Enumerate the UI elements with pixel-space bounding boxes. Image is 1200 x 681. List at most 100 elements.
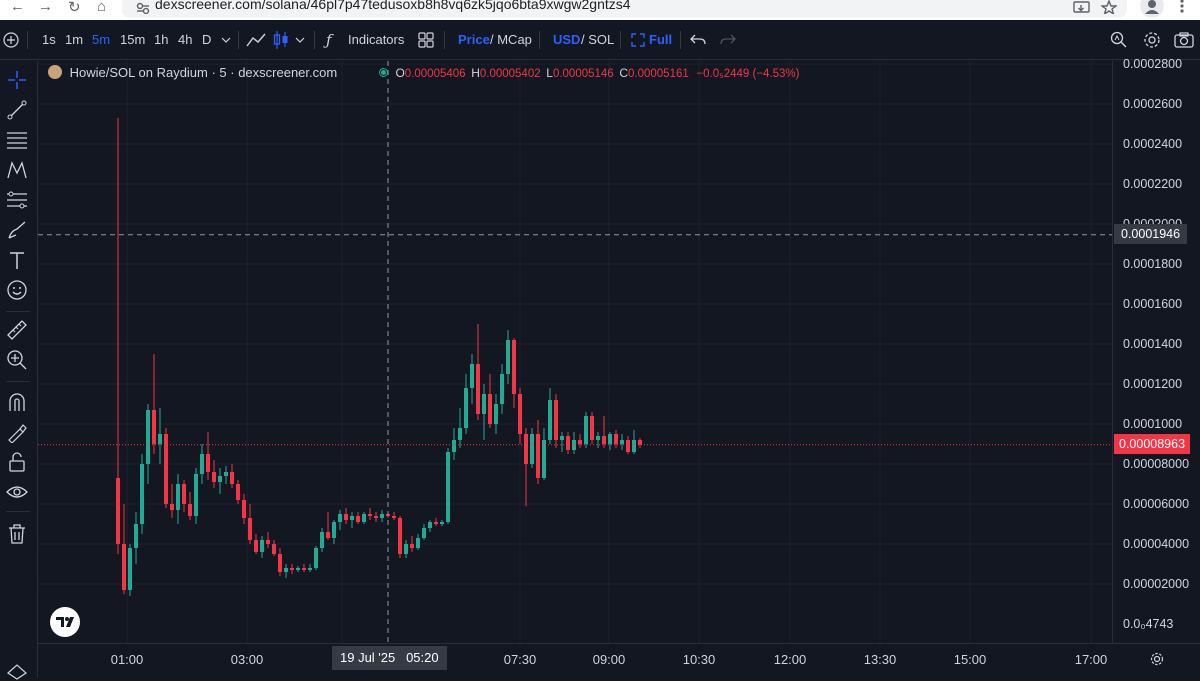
interval-5m[interactable]: 5m bbox=[92, 32, 111, 47]
candle-body bbox=[134, 524, 138, 548]
settings-gear-icon[interactable] bbox=[1143, 31, 1161, 49]
fib-retracement-icon[interactable] bbox=[6, 129, 28, 151]
symbol-title[interactable]: Howie/SOL on Raydium · 5 · dexscreener.c… bbox=[69, 65, 338, 80]
screenshot-camera-icon[interactable] bbox=[1174, 32, 1194, 48]
layout-grid-icon[interactable] bbox=[418, 32, 434, 48]
address-bar[interactable] bbox=[122, 0, 1127, 18]
axis-settings-icon[interactable] bbox=[1150, 652, 1164, 666]
sol-toggle[interactable]: / SOL bbox=[581, 32, 615, 47]
candle-body bbox=[638, 440, 642, 445]
candle-body bbox=[212, 472, 216, 482]
redo-icon[interactable] bbox=[720, 33, 736, 47]
toolbar-divider bbox=[444, 31, 445, 49]
last-price-label: 0.00008963 bbox=[1114, 434, 1191, 454]
interval-1s[interactable]: 1s bbox=[42, 32, 56, 47]
crosshair-icon[interactable] bbox=[6, 69, 28, 91]
drawing-toolbar bbox=[0, 61, 38, 681]
install-app-icon[interactable] bbox=[1073, 1, 1091, 15]
candle-body bbox=[566, 436, 570, 450]
candle-body bbox=[518, 394, 522, 434]
quick-search-icon[interactable] bbox=[1110, 31, 1128, 49]
time-tick-label: 13:30 bbox=[863, 652, 897, 667]
candle-body bbox=[188, 504, 192, 516]
home-icon[interactable]: ⌂ bbox=[97, 0, 107, 15]
undo-icon[interactable] bbox=[690, 33, 706, 47]
toolbar-divider bbox=[314, 31, 315, 49]
chart-type-chevron-icon[interactable] bbox=[295, 37, 305, 43]
stay-in-drawing-icon[interactable] bbox=[6, 421, 28, 443]
price-tick-label: 0.00002000 bbox=[1123, 577, 1190, 591]
back-icon[interactable]: ← bbox=[10, 0, 25, 15]
prediction-icon[interactable] bbox=[6, 189, 28, 211]
price-tick-label: 0.0002800 bbox=[1123, 57, 1183, 71]
eye-icon[interactable] bbox=[6, 481, 28, 503]
time-tick-label: 01:00 bbox=[110, 652, 144, 667]
candle-body bbox=[368, 514, 372, 516]
brush-icon[interactable] bbox=[6, 219, 28, 241]
lock-icon[interactable] bbox=[6, 451, 28, 473]
profile-avatar[interactable] bbox=[1140, 0, 1164, 18]
fullscreen-icon[interactable] bbox=[631, 33, 645, 47]
candle-body bbox=[326, 532, 330, 538]
candle-body bbox=[278, 554, 282, 572]
zoom-in-icon[interactable] bbox=[6, 349, 28, 371]
mcap-toggle[interactable]: / MCap bbox=[490, 32, 532, 47]
candle-body bbox=[320, 532, 324, 548]
candle-body bbox=[554, 400, 558, 440]
interval-15m[interactable]: 15m bbox=[120, 32, 146, 47]
candle-body bbox=[452, 440, 456, 452]
candle-body bbox=[548, 400, 552, 440]
ohlc-low-key: L bbox=[546, 66, 553, 80]
candle-body bbox=[398, 518, 402, 554]
interval-1h[interactable]: 1h bbox=[154, 32, 169, 47]
candle-body bbox=[404, 544, 408, 554]
interval-4h[interactable]: 4h bbox=[178, 32, 193, 47]
ruler-icon[interactable] bbox=[6, 319, 28, 341]
time-axis[interactable]: 01:0003:0004:07:3009:0010:3012:0013:3015… bbox=[38, 643, 1200, 678]
indicators-button[interactable]: Indicators bbox=[348, 32, 405, 47]
trash-icon[interactable] bbox=[6, 523, 28, 545]
candle-body bbox=[296, 568, 300, 570]
indicators-fx-icon[interactable]: ƒ bbox=[326, 31, 332, 49]
interval-1m[interactable]: 1m bbox=[65, 32, 84, 47]
candlestick-chart[interactable] bbox=[38, 61, 1112, 643]
candle-body bbox=[524, 434, 528, 464]
candle-body bbox=[242, 500, 246, 518]
pattern-icon[interactable] bbox=[6, 159, 28, 181]
text-tool-icon[interactable] bbox=[6, 249, 28, 271]
trend-line-icon[interactable] bbox=[6, 99, 28, 121]
magnet-icon[interactable] bbox=[6, 391, 28, 413]
candle-body bbox=[608, 434, 612, 444]
tradingview-logo-icon bbox=[56, 617, 74, 627]
bookmark-star-icon[interactable] bbox=[1101, 0, 1117, 14]
hide-toolbar-icon[interactable] bbox=[6, 659, 28, 681]
candle-body bbox=[350, 516, 354, 520]
candle-body bbox=[128, 548, 132, 590]
site-settings-icon[interactable] bbox=[136, 2, 150, 14]
price-axis[interactable]: 0.0002800 0.0002600 0.0002400 0.0002200 0.00… bbox=[1112, 57, 1200, 643]
tradingview-logo[interactable] bbox=[50, 607, 80, 637]
forward-icon[interactable]: → bbox=[38, 0, 53, 15]
candle-body bbox=[200, 454, 204, 474]
price-toggle[interactable]: Price bbox=[458, 32, 490, 47]
full-button[interactable]: Full bbox=[649, 32, 673, 47]
crosshair-time-label: 19 Jul '25 05:20 bbox=[332, 646, 447, 670]
interval-d[interactable]: D bbox=[202, 32, 212, 47]
price-tick-label: 0.00008000 bbox=[1123, 457, 1190, 471]
candle-body bbox=[470, 364, 474, 388]
emoji-icon[interactable] bbox=[6, 279, 28, 301]
candle-body bbox=[290, 568, 294, 570]
candles-chart-type-icon[interactable] bbox=[272, 30, 290, 50]
market-status-dot bbox=[378, 68, 388, 77]
chart-pane[interactable] bbox=[38, 61, 1112, 643]
interval-dropdown-chevron-icon[interactable] bbox=[221, 37, 231, 43]
candle-body bbox=[440, 522, 444, 524]
reload-icon[interactable]: ↻ bbox=[68, 0, 81, 16]
candle-body bbox=[572, 440, 576, 450]
candle-body bbox=[428, 522, 432, 528]
add-symbol-icon[interactable] bbox=[3, 32, 19, 48]
candle-body bbox=[590, 416, 594, 440]
browser-menu-icon[interactable] bbox=[1178, 0, 1186, 14]
usd-toggle[interactable]: USD bbox=[553, 32, 581, 47]
line-chart-type-icon[interactable] bbox=[246, 32, 266, 48]
